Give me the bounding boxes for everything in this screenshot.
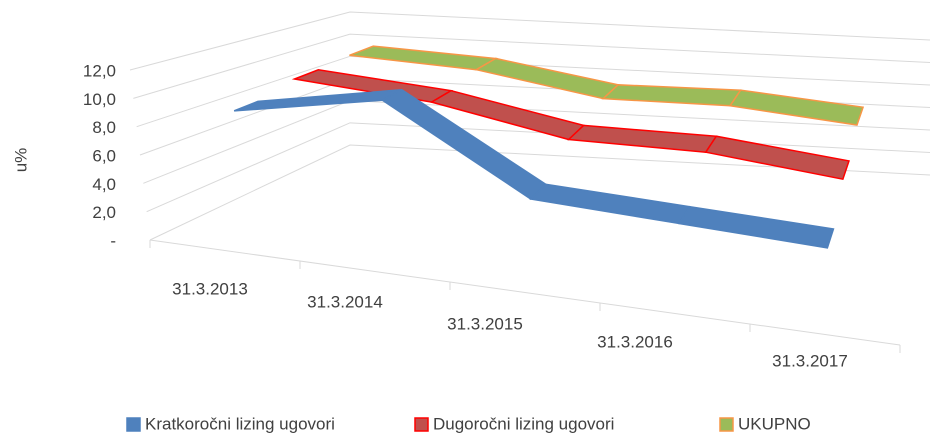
ribbon-segment xyxy=(677,205,835,249)
floor-edge xyxy=(149,239,901,346)
y-tick-label: 10,0 xyxy=(83,90,116,109)
ribbon-segment xyxy=(601,84,742,107)
y-tick-label: 6,0 xyxy=(92,146,116,165)
x-tick-label: 31.3.2017 xyxy=(772,351,848,370)
legend-swatch xyxy=(414,417,429,432)
ribbon-segment xyxy=(529,183,691,225)
y-tick-label: 2,0 xyxy=(92,203,116,222)
legend-label: UKUPNO xyxy=(738,414,811,433)
ribbon-segment xyxy=(233,88,403,112)
y-tick-label: 12,0 xyxy=(83,61,116,80)
grid-line xyxy=(133,33,931,99)
legend-swatch xyxy=(719,417,734,432)
legend-label: Kratkoročni lizing ugovori xyxy=(145,414,335,433)
y-tick-label: 8,0 xyxy=(92,118,116,137)
grid-line xyxy=(136,55,931,128)
legend-swatch xyxy=(126,417,141,432)
x-tick-label: 31.3.2016 xyxy=(597,332,673,351)
ribbon-segment xyxy=(728,89,865,126)
ribbon-segment xyxy=(566,124,718,153)
ribbon-segment xyxy=(349,45,499,71)
y-tick-label: - xyxy=(110,231,116,250)
y-axis-label: u% xyxy=(11,148,30,173)
x-tick-label: 31.3.2013 xyxy=(172,279,248,298)
x-tick-label: 31.3.2015 xyxy=(447,314,523,333)
y-tick-label: 4,0 xyxy=(92,175,116,194)
x-tick-label: 31.3.2014 xyxy=(307,292,383,311)
ribbon-segment xyxy=(704,135,850,181)
legend-label: Dugoročni lizing ugovori xyxy=(433,414,614,433)
grid-line xyxy=(129,11,931,71)
ribbon-segment xyxy=(474,57,620,100)
grid-line xyxy=(149,144,931,241)
